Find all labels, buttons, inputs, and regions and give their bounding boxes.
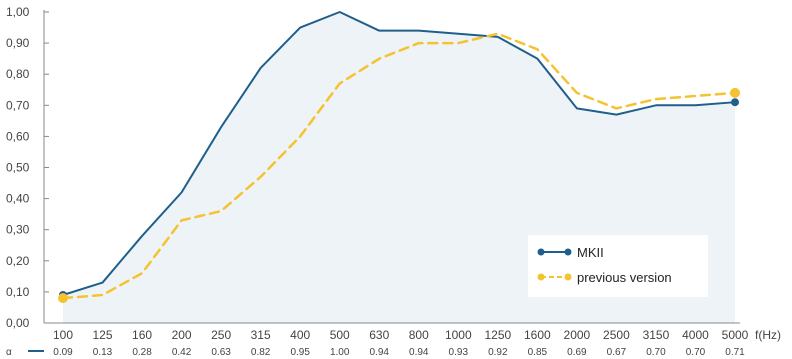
y-tick-label: 0,60 (6, 129, 30, 143)
y-tick-label: 0,40 (6, 192, 30, 206)
x-tick-label: 125 (93, 328, 113, 342)
x-tick-label: 5000 (722, 328, 749, 342)
series-line-previous-version (61, 32, 737, 300)
legend-mkii-swatch-marker (537, 248, 545, 256)
alpha-row-label: α (6, 347, 12, 358)
x-tick-label: 500 (330, 328, 350, 342)
y-tick-label: 0,20 (6, 254, 30, 268)
y-tick-label: 0,80 (6, 67, 30, 81)
alpha-value: 0.82 (251, 347, 271, 358)
alpha-value: 0.70 (646, 347, 666, 358)
alpha-value: 0.93 (449, 347, 469, 358)
alpha-value: 0.94 (409, 347, 429, 358)
alpha-value: 0.71 (725, 347, 745, 358)
x-tick-label: 315 (251, 328, 271, 342)
x-tick-label: 200 (172, 328, 192, 342)
alpha-value: 1.00 (330, 347, 350, 358)
x-tick-label: 1000 (445, 328, 472, 342)
x-axis-title: f(Hz) (755, 328, 781, 342)
endpoint-marker-mkii (731, 98, 739, 107)
y-tick-label: 1,00 (6, 5, 30, 19)
x-tick-label: 3150 (643, 328, 670, 342)
endpoint-marker-previous-version (58, 293, 68, 304)
endpoint-marker-previous-version (730, 87, 740, 98)
x-tick-label: 250 (211, 328, 231, 342)
axis-layer (43, 10, 740, 324)
legend-mkii-swatch-marker (564, 248, 572, 256)
alpha-value: 0.67 (607, 347, 627, 358)
alpha-value: 0.95 (290, 347, 310, 358)
alpha-value: 0.28 (132, 347, 152, 358)
y-tick-label: 0,00 (6, 316, 30, 330)
y-tick-label: 0,10 (6, 285, 30, 299)
series-line-mkii (62, 11, 736, 297)
alpha-value: 0.63 (211, 347, 231, 358)
x-tick-label: 100 (53, 328, 73, 342)
x-tick-label: 2000 (564, 328, 591, 342)
legend-label-previous-version: previous version (577, 270, 672, 285)
alpha-value: 0.94 (370, 347, 390, 358)
y-tick-label: 0,70 (6, 98, 30, 112)
alpha-value: 0.85 (528, 347, 548, 358)
alpha-value: 0.92 (488, 347, 508, 358)
alpha-value: 0.13 (93, 347, 113, 358)
x-tick-label: 630 (369, 328, 389, 342)
x-tick-label: 4000 (682, 328, 709, 342)
legend: MKII previous version (528, 235, 708, 297)
y-tick-label: 0,90 (6, 36, 30, 50)
legend-previous-swatch-marker (537, 273, 545, 281)
x-tick-label: 2500 (603, 328, 630, 342)
x-tick-label: 1250 (484, 328, 511, 342)
legend-label-mkii: MKII (577, 245, 604, 260)
legend-previous-swatch-marker (564, 273, 572, 281)
x-tick-label: 800 (409, 328, 429, 342)
y-tick-label: 0,50 (6, 161, 30, 175)
x-tick-label: 400 (290, 328, 310, 342)
alpha-value: 0.69 (567, 347, 587, 358)
series-layer (58, 11, 740, 304)
alpha-value: 0.70 (686, 347, 706, 358)
alpha-value: 0.09 (53, 347, 73, 358)
y-tick-label: 0,30 (6, 223, 30, 237)
x-tick-label: 160 (132, 328, 152, 342)
alpha-value: 0.42 (172, 347, 192, 358)
x-tick-label: 1600 (524, 328, 551, 342)
legend-box (528, 235, 708, 297)
label-layer: 0,00 0,10 0,20 0,30 0,40 0,50 0,60 0,70 0,80 0,90… (6, 5, 781, 358)
